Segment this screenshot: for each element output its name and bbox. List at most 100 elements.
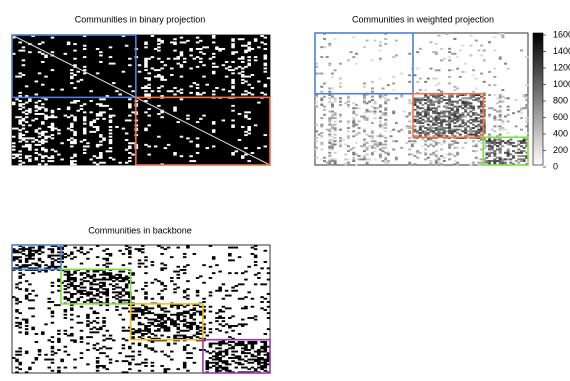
heatmap-cell <box>482 130 486 133</box>
heatmap-cell <box>480 105 484 108</box>
heatmap-cell <box>434 155 438 158</box>
heatmap-cell <box>89 336 93 339</box>
heatmap-cell <box>378 103 382 106</box>
heatmap-cell <box>176 368 180 371</box>
heatmap-cell <box>186 264 190 267</box>
heatmap-cell <box>195 48 200 50</box>
heatmap-cell <box>189 357 193 359</box>
heatmap-cell <box>384 122 388 125</box>
heatmap-cell <box>231 44 235 47</box>
heatmap-cell <box>157 323 161 326</box>
heatmap-cell <box>108 126 113 128</box>
heatmap-cell <box>60 257 64 260</box>
heatmap-cell <box>150 365 155 367</box>
heatmap-cell <box>370 151 374 154</box>
heatmap-cell <box>263 344 268 347</box>
heatmap-cell <box>186 336 190 339</box>
heatmap-cell <box>240 78 245 81</box>
heatmap-cell <box>386 99 390 101</box>
heatmap-cell <box>115 90 119 93</box>
heatmap-cell <box>15 75 19 78</box>
heatmap-cell <box>506 140 510 143</box>
heatmap-cell <box>163 371 168 374</box>
heatmap-cell <box>108 273 113 276</box>
heatmap-cell <box>365 94 369 96</box>
heatmap-cell <box>128 253 132 255</box>
heatmap-cell <box>70 69 74 72</box>
heatmap-cell <box>218 289 222 292</box>
heatmap-cell <box>426 110 430 113</box>
heatmap-cell <box>50 265 55 268</box>
heatmap-cell <box>147 114 151 117</box>
heatmap-cell <box>73 278 77 281</box>
heatmap-cell <box>405 125 409 128</box>
heatmap-cell <box>176 317 180 319</box>
heatmap-cell <box>147 336 151 339</box>
heatmap-cell <box>76 315 81 318</box>
heatmap-cell <box>179 54 184 57</box>
heatmap-cell <box>221 283 226 286</box>
heatmap-cell <box>240 38 245 41</box>
heatmap-cell <box>429 102 433 105</box>
heatmap-cell <box>186 288 190 291</box>
heatmap-cell <box>189 326 193 329</box>
heatmap-cell <box>482 158 486 161</box>
heatmap-cell <box>442 128 446 131</box>
heatmap-cell <box>195 336 200 339</box>
heatmap-cell <box>362 82 366 85</box>
heatmap-cell <box>434 95 438 98</box>
heatmap-cell <box>432 135 436 138</box>
heatmap-cell <box>179 36 184 39</box>
heatmap-cell <box>482 141 486 144</box>
heatmap-cell <box>424 151 428 154</box>
heatmap-cell <box>437 141 441 144</box>
heatmap-cell <box>50 248 55 251</box>
heatmap-cell <box>160 78 164 81</box>
heatmap-cell <box>15 251 19 254</box>
heatmap-cell <box>381 160 385 162</box>
heatmap-cell <box>432 130 436 133</box>
heatmap-cell <box>199 48 203 50</box>
heatmap-cell <box>63 288 68 291</box>
heatmap-cell <box>205 350 210 353</box>
heatmap-cell <box>362 130 366 133</box>
heatmap-cell <box>199 329 203 332</box>
heatmap-cell <box>320 46 324 49</box>
heatmap-cell <box>70 333 74 335</box>
heatmap-cell <box>50 281 55 284</box>
heatmap-cell <box>493 75 497 78</box>
heatmap-cell <box>18 153 22 156</box>
heatmap-cell <box>189 317 193 319</box>
heatmap-cell <box>228 90 232 93</box>
heatmap-cell <box>482 49 486 52</box>
heatmap-cell <box>211 36 216 39</box>
heatmap-cell <box>79 352 84 355</box>
heatmap-cell <box>480 128 484 131</box>
heatmap-cell <box>70 294 74 297</box>
heatmap-cell <box>221 325 226 327</box>
heatmap-cell <box>392 112 396 115</box>
heatmap-cell <box>176 270 180 273</box>
heatmap-cell <box>247 132 251 135</box>
heatmap-cell <box>82 280 87 283</box>
heatmap-cell <box>434 100 438 103</box>
heatmap-cell <box>170 323 174 326</box>
heatmap-cell <box>469 105 473 108</box>
heatmap-cell <box>47 358 51 361</box>
heatmap-cell <box>50 254 55 257</box>
heatmap-cell <box>147 325 151 327</box>
heatmap-cell <box>525 125 529 128</box>
heatmap-cell <box>102 278 106 281</box>
heatmap-cell <box>208 331 213 334</box>
heatmap-cell <box>18 261 22 263</box>
heatmap-cell <box>128 363 132 366</box>
heatmap-cell <box>195 83 200 86</box>
heatmap-cell <box>480 125 484 128</box>
heatmap-cell <box>102 270 106 273</box>
heatmap-cell <box>150 349 155 351</box>
heatmap-cell <box>381 135 385 138</box>
heatmap-cell <box>105 95 110 98</box>
heatmap-cell <box>333 117 337 120</box>
heatmap-cell <box>482 94 486 96</box>
heatmap-cell <box>266 272 271 275</box>
